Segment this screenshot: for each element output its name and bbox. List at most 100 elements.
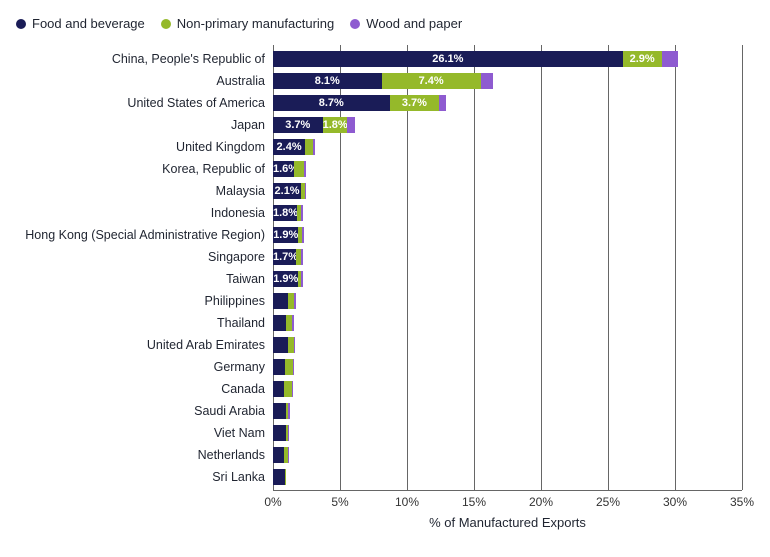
bar-segment bbox=[273, 249, 296, 265]
legend-label: Food and beverage bbox=[32, 16, 145, 31]
bar-segment bbox=[390, 95, 440, 111]
bar-segment bbox=[293, 359, 294, 375]
bar-segment bbox=[273, 183, 301, 199]
legend-item: Wood and paper bbox=[350, 16, 462, 31]
bar-row: United States of America8.7%3.7% bbox=[273, 95, 742, 111]
category-label: Germany bbox=[214, 359, 273, 375]
bar-row: United Kingdom2.4% bbox=[273, 139, 742, 155]
bar-segment bbox=[285, 469, 286, 485]
x-tick: 10% bbox=[395, 495, 419, 509]
x-tick: 20% bbox=[529, 495, 553, 509]
bar-segment bbox=[273, 139, 305, 155]
bar-segment bbox=[273, 403, 286, 419]
bar-row: United Arab Emirates bbox=[273, 337, 742, 353]
legend-swatch bbox=[161, 19, 171, 29]
bar-segment bbox=[273, 425, 286, 441]
category-label: Thailand bbox=[217, 315, 273, 331]
bar-segment bbox=[294, 161, 303, 177]
bar-segment bbox=[323, 117, 347, 133]
bar-segment bbox=[273, 293, 288, 309]
bar-segment bbox=[662, 51, 678, 67]
bar-row: Canada bbox=[273, 381, 742, 397]
bar-segment bbox=[273, 73, 382, 89]
bar-segment bbox=[288, 425, 289, 441]
x-tick: 15% bbox=[462, 495, 486, 509]
legend-item: Food and beverage bbox=[16, 16, 145, 31]
bar-segment bbox=[301, 249, 303, 265]
bar-row: Hong Kong (Special Administrative Region… bbox=[273, 227, 742, 243]
bar-row: Germany bbox=[273, 359, 742, 375]
category-label: Netherlands bbox=[198, 447, 273, 463]
bar-segment bbox=[302, 227, 303, 243]
legend-swatch bbox=[350, 19, 360, 29]
plot-area: China, People's Republic of26.1%2.9% Aust… bbox=[273, 45, 742, 491]
bar-segment bbox=[304, 161, 306, 177]
bar-row: Australia8.1%7.4% bbox=[273, 73, 742, 89]
category-label: Canada bbox=[221, 381, 273, 397]
bar-segment bbox=[284, 381, 292, 397]
x-tick: 35% bbox=[730, 495, 754, 509]
bar-segment bbox=[301, 205, 303, 221]
gridline bbox=[541, 45, 542, 490]
bar-segment bbox=[273, 315, 286, 331]
bar-row: Korea, Republic of1.6% bbox=[273, 161, 742, 177]
bar-row: China, People's Republic of26.1%2.9% bbox=[273, 51, 742, 67]
category-label: Taiwan bbox=[226, 271, 273, 287]
bar-segment bbox=[273, 271, 298, 287]
bar-segment bbox=[382, 73, 481, 89]
bar-segment bbox=[273, 227, 298, 243]
bar-segment bbox=[288, 293, 295, 309]
bar-segment bbox=[347, 117, 355, 133]
bar-segment bbox=[481, 73, 493, 89]
category-label: United States of America bbox=[127, 95, 273, 111]
bar-segment bbox=[288, 403, 289, 419]
gridline bbox=[407, 45, 408, 490]
category-label: United Kingdom bbox=[176, 139, 273, 155]
bar-row: Philippines bbox=[273, 293, 742, 309]
gridline bbox=[273, 45, 274, 490]
bar-segment bbox=[292, 315, 295, 331]
bar-segment bbox=[273, 447, 284, 463]
bar-segment bbox=[285, 359, 293, 375]
bar-segment bbox=[305, 183, 306, 199]
bar-row: Thailand bbox=[273, 315, 742, 331]
category-label: Australia bbox=[216, 73, 273, 89]
bar-segment bbox=[273, 359, 285, 375]
x-axis-label: % of Manufactured Exports bbox=[273, 515, 742, 530]
bar-row: Saudi Arabia bbox=[273, 403, 742, 419]
bar-row: Japan3.7%1.8% bbox=[273, 117, 742, 133]
category-label: United Arab Emirates bbox=[147, 337, 273, 353]
bar-segment bbox=[273, 117, 323, 133]
legend-item: Non-primary manufacturing bbox=[161, 16, 335, 31]
x-tick: 0% bbox=[264, 495, 281, 509]
x-axis: % of Manufactured Exports 0%5%10%15%20%2… bbox=[273, 491, 742, 531]
bar-segment bbox=[273, 51, 623, 67]
bar-segment bbox=[294, 293, 295, 309]
bar-segment bbox=[288, 447, 289, 463]
bar-segment bbox=[273, 95, 390, 111]
category-label: Hong Kong (Special Administrative Region… bbox=[25, 227, 273, 243]
category-label: Japan bbox=[231, 117, 273, 133]
bar-segment bbox=[623, 51, 662, 67]
bar-segment bbox=[273, 337, 288, 353]
category-label: Philippines bbox=[205, 293, 273, 309]
bar-segment bbox=[294, 337, 295, 353]
category-label: Saudi Arabia bbox=[194, 403, 273, 419]
x-tick: 30% bbox=[663, 495, 687, 509]
bar-segment bbox=[305, 139, 313, 155]
bar-row: Singapore1.7% bbox=[273, 249, 742, 265]
legend: Food and beverage Non-primary manufacturi… bbox=[16, 16, 762, 31]
bar-row: Taiwan1.9% bbox=[273, 271, 742, 287]
legend-label: Wood and paper bbox=[366, 16, 462, 31]
category-label: Sri Lanka bbox=[212, 469, 273, 485]
gridline bbox=[608, 45, 609, 490]
bar-segment bbox=[273, 161, 294, 177]
category-label: Malaysia bbox=[216, 183, 273, 199]
bar-segment bbox=[273, 469, 285, 485]
gridline bbox=[675, 45, 676, 490]
bar-row: Indonesia1.8% bbox=[273, 205, 742, 221]
bar-segment bbox=[273, 205, 297, 221]
legend-label: Non-primary manufacturing bbox=[177, 16, 335, 31]
category-label: Korea, Republic of bbox=[162, 161, 273, 177]
bar-row: Viet Nam bbox=[273, 425, 742, 441]
